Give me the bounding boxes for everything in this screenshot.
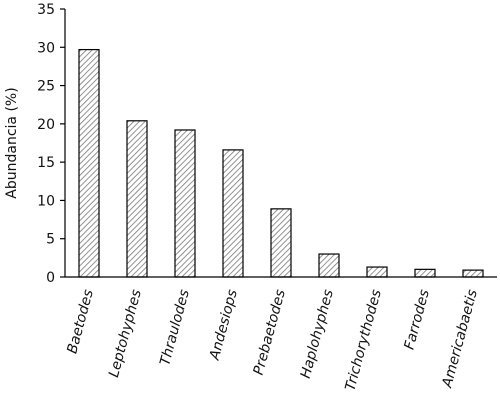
y-tick-label: 35 xyxy=(37,2,55,18)
bar xyxy=(270,208,292,278)
y-tick-label: 15 xyxy=(37,155,55,171)
bar xyxy=(414,268,436,278)
bar xyxy=(462,269,484,278)
x-tick-label: Thraulodes xyxy=(157,288,193,367)
x-tick-label: Farrodes xyxy=(401,288,432,352)
y-tick-label: 20 xyxy=(37,117,55,133)
bar xyxy=(222,149,244,278)
x-tick-label: Baetodes xyxy=(64,288,96,356)
y-tick-label: 10 xyxy=(37,193,55,209)
y-tick-label: 30 xyxy=(37,40,55,56)
bar xyxy=(126,120,148,278)
y-tick-label: 25 xyxy=(37,79,55,95)
x-tick-label: Prebaetodes xyxy=(251,288,289,377)
y-tick-label: 5 xyxy=(46,232,55,248)
x-tick-label: Andesiops xyxy=(207,288,241,363)
bar xyxy=(78,48,100,278)
x-tick-label: Leptohyphes xyxy=(106,288,145,379)
x-tick-label: Trichorythodes xyxy=(342,288,384,393)
x-tick-label: Americabaetis xyxy=(439,288,481,390)
x-tick-label: Haplohyphes xyxy=(298,288,337,380)
bar xyxy=(366,266,388,278)
bar xyxy=(174,129,196,278)
bar xyxy=(318,253,340,278)
y-axis-label: Abundancia (%) xyxy=(4,87,20,198)
y-tick-label: 0 xyxy=(46,270,55,286)
